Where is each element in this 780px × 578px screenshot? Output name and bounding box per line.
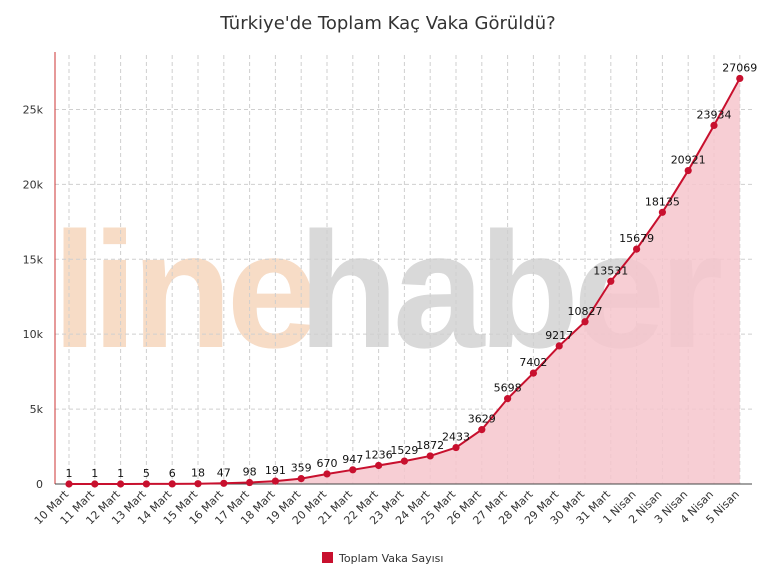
data-label: 1529 [390,444,418,457]
data-point [633,245,641,253]
data-point [426,452,434,460]
data-point [375,461,383,470]
data-label: 10827 [568,305,603,318]
chart-title: Türkiye'de Toplam Kaç Vaka Görüldü? [219,13,555,34]
data-point [91,480,99,488]
data-label: 1 [117,467,124,480]
data-label: 1872 [416,439,444,452]
data-point [452,443,460,452]
y-tick-label: 10k [23,328,44,341]
y-tick-label: 0 [36,478,43,491]
data-point [297,475,305,483]
data-point [684,166,692,175]
watermark-line: line [52,198,313,382]
data-label: 1236 [365,448,393,461]
data-label: 359 [291,462,312,475]
data-point [607,277,615,285]
data-label: 1 [91,467,98,480]
data-point [555,342,563,350]
y-tick-label: 20k [23,178,44,191]
data-point [168,480,176,488]
data-label: 20921 [671,154,706,167]
y-tick-label: 5k [30,403,44,416]
data-point [65,480,73,488]
data-label: 18 [191,467,205,480]
y-tick-label: 25k [23,103,44,116]
data-label: 13531 [593,264,628,277]
data-label: 1 [66,467,73,480]
y-tick-label: 15k [23,253,44,266]
data-point [581,318,589,326]
data-label: 191 [265,464,286,477]
data-point [117,480,125,488]
data-point [194,480,202,488]
data-point [478,426,486,434]
data-point [246,478,254,487]
data-label: 5698 [494,382,522,395]
data-label: 3629 [468,413,496,426]
data-label: 98 [243,466,257,479]
data-label: 47 [217,466,231,479]
data-label: 27069 [722,61,757,74]
legend[interactable]: Toplam Vaka Sayısı [322,552,443,565]
data-label: 23934 [697,108,732,121]
legend-swatch [322,552,333,563]
data-point [529,369,538,377]
data-point [220,479,228,487]
data-point [400,457,408,465]
data-label: 2433 [442,431,470,444]
data-point [710,121,718,130]
data-label: 15679 [619,232,654,245]
data-label: 9217 [545,329,573,342]
data-label: 947 [342,453,363,466]
data-label: 7402 [519,356,547,369]
area-layer [69,78,740,485]
series-area [69,78,740,485]
data-label: 670 [317,457,338,470]
legend-label: Toplam Vaka Sayısı [338,552,443,565]
data-point [736,74,744,83]
data-point [142,480,150,488]
data-point [323,470,331,478]
data-point [658,208,667,216]
data-point [504,395,512,403]
data-label: 18135 [645,195,680,208]
data-point [271,477,279,485]
data-point [349,466,357,474]
data-label: 6 [169,467,176,480]
data-label: 5 [143,467,150,480]
